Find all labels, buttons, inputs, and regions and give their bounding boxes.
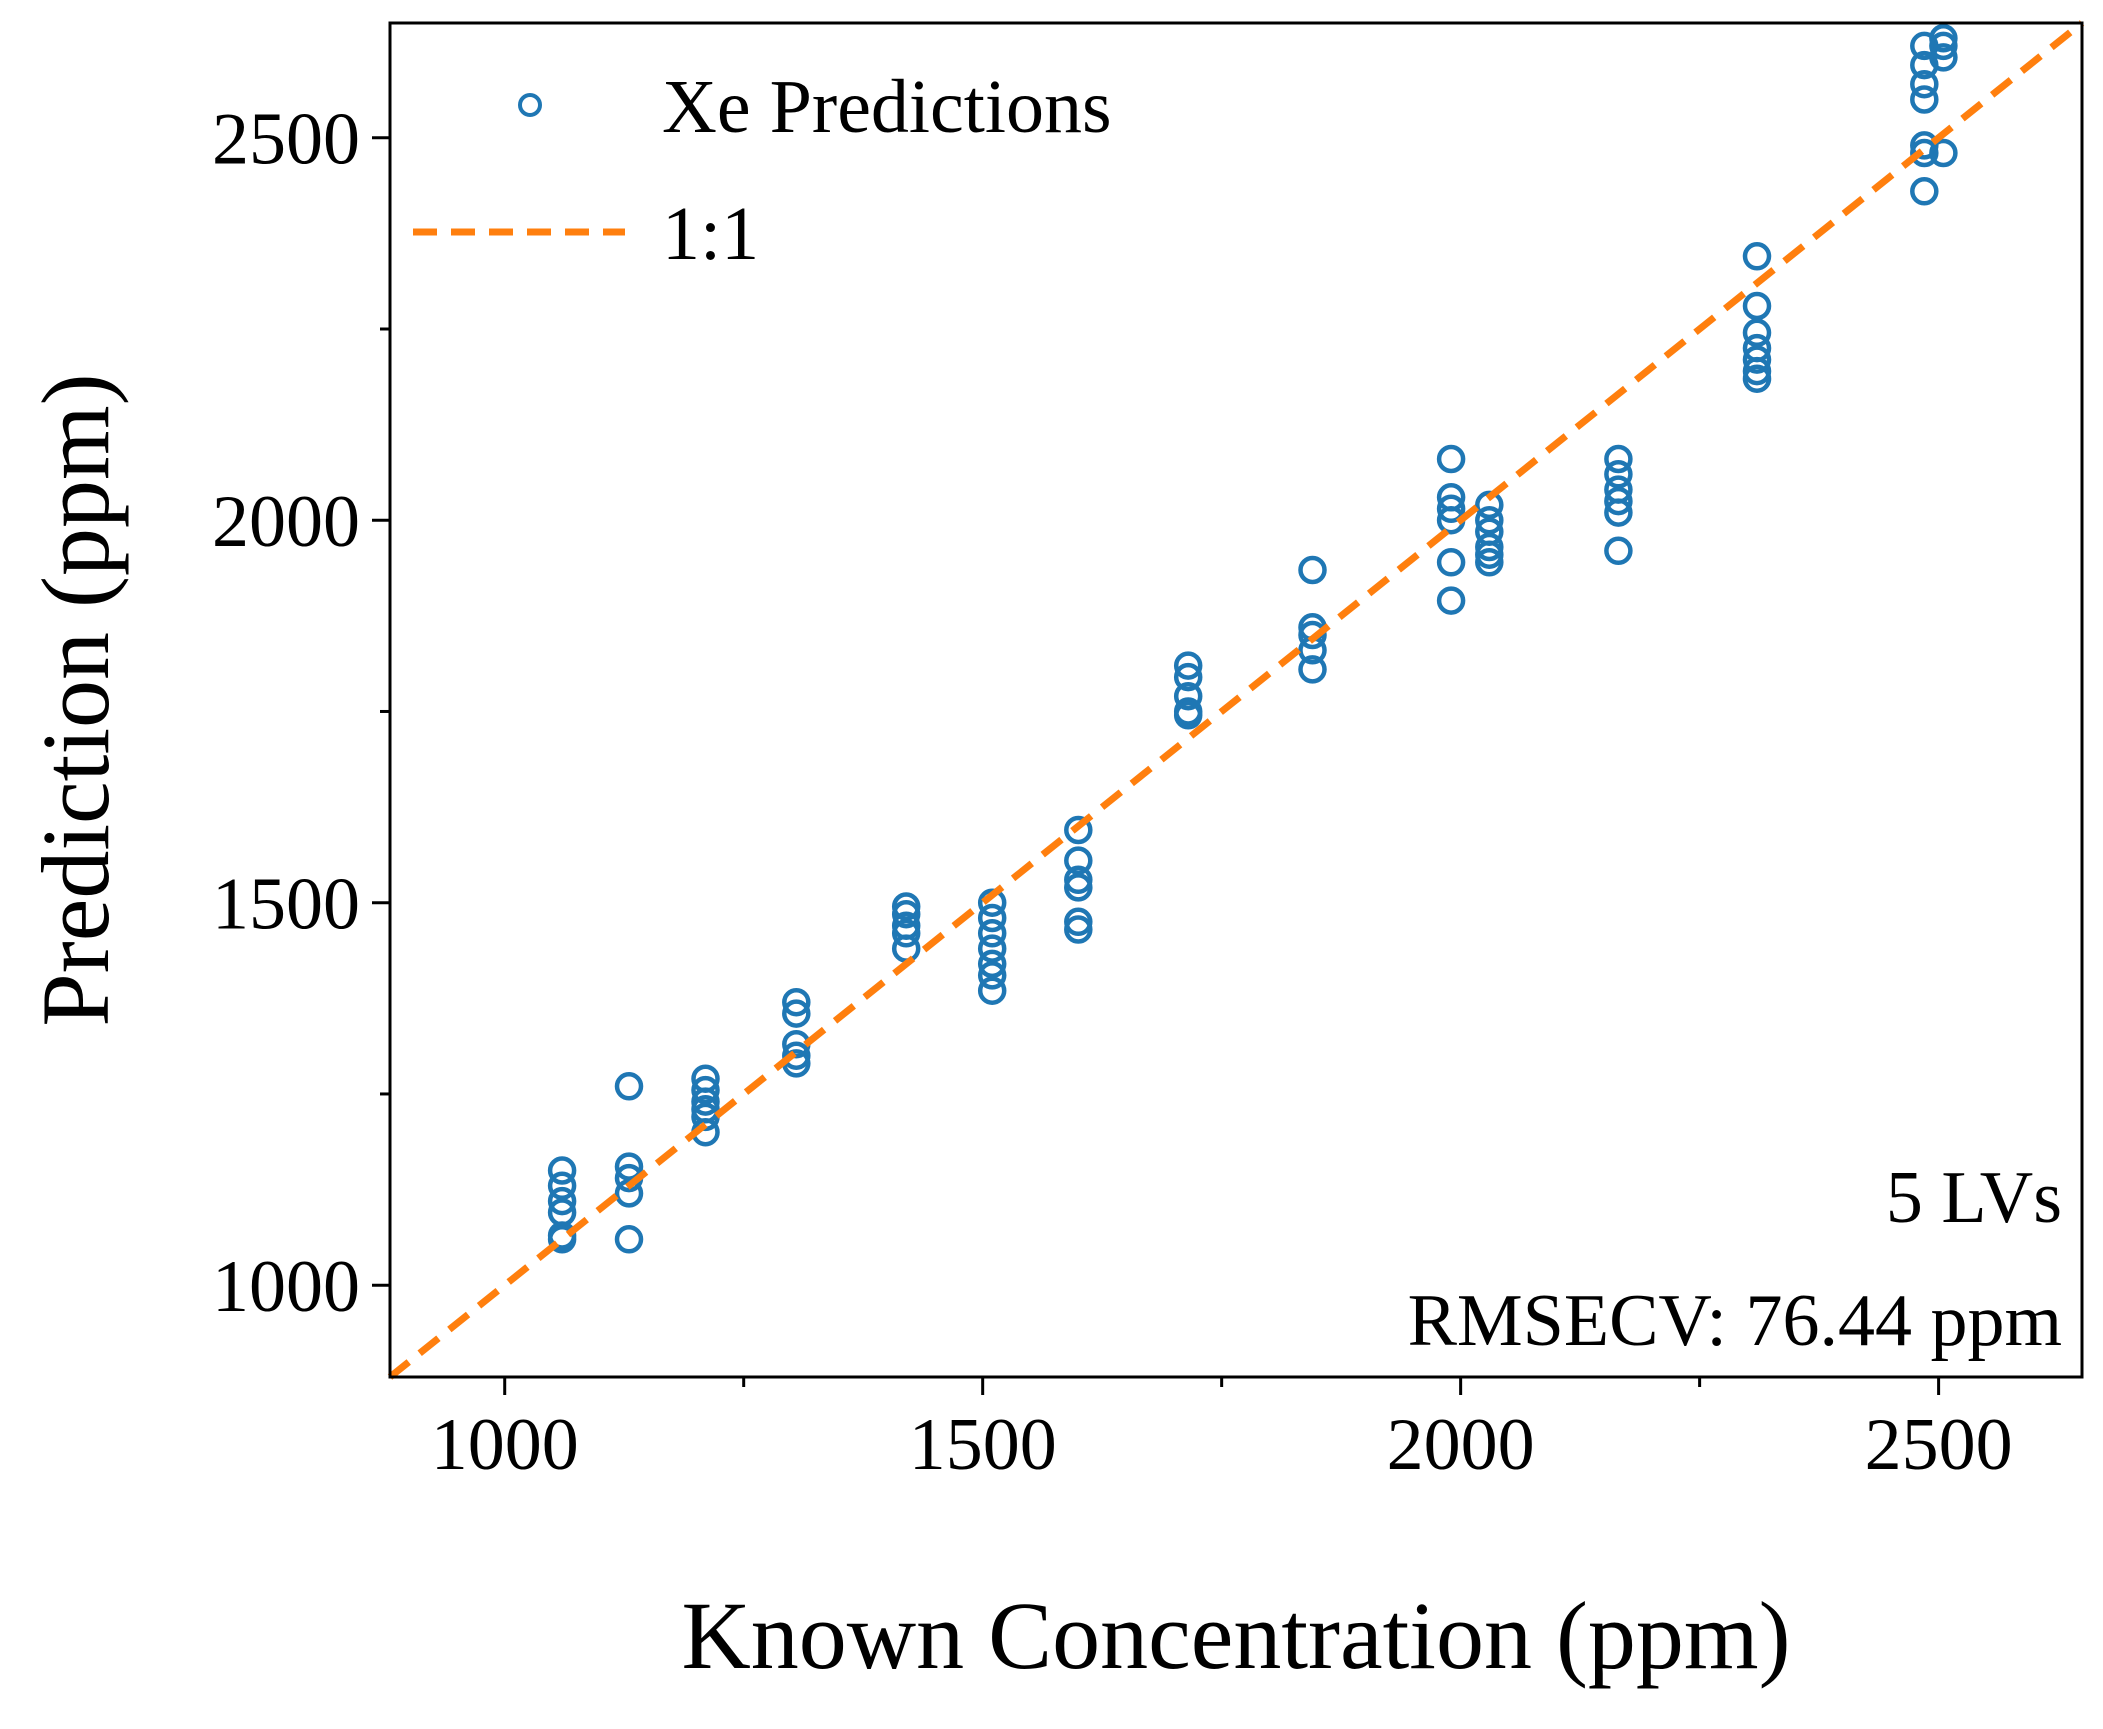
legend-label-1to1: 1:1	[662, 192, 759, 276]
data-point	[977, 976, 1007, 1005]
data-point	[1929, 138, 1958, 168]
x-tick-labels: 1000 1500 2000 2500	[431, 1404, 2013, 1486]
data-point	[1436, 548, 1466, 577]
legend-marker-xe-predictions	[518, 93, 542, 117]
y-tick-label: 2500	[212, 99, 360, 181]
axis-ticks	[372, 136, 1941, 1395]
data-point	[1910, 177, 1939, 206]
data-markers	[547, 24, 1958, 1254]
data-point	[1173, 681, 1203, 711]
data-point	[1929, 31, 1958, 61]
data-point	[1604, 444, 1633, 474]
data-point	[1298, 620, 1327, 650]
x-tick-label: 2500	[1865, 1404, 2013, 1486]
data-point	[614, 1225, 644, 1254]
legend-label-xe-predictions: Xe Predictions	[662, 65, 1112, 149]
data-point	[1173, 651, 1203, 680]
data-point	[1742, 242, 1772, 271]
data-point	[614, 1152, 644, 1181]
data-point	[1742, 318, 1772, 348]
data-point	[1929, 43, 1958, 72]
reference-line-group	[387, 20, 2085, 1380]
data-point	[782, 999, 811, 1028]
plot-frame	[388, 21, 2084, 1379]
data-point	[1436, 444, 1466, 474]
data-point	[1475, 548, 1504, 577]
data-point	[977, 919, 1007, 948]
data-point	[1064, 873, 1093, 902]
data-point	[1742, 345, 1772, 374]
data-point	[1910, 138, 1939, 168]
data-point	[1298, 655, 1327, 684]
data-point	[1436, 586, 1466, 615]
data-point	[1436, 494, 1466, 524]
data-point	[547, 1186, 577, 1216]
data-point	[891, 919, 921, 948]
data-point	[691, 1075, 720, 1105]
data-point	[1064, 915, 1093, 944]
data-point	[977, 949, 1007, 979]
y-tick-label: 2000	[212, 481, 360, 563]
data-point	[1298, 555, 1327, 585]
data-point	[1910, 85, 1939, 114]
y-tick-label: 1000	[212, 1246, 360, 1328]
data-point	[1910, 69, 1939, 99]
data-point	[547, 1225, 577, 1254]
data-point	[782, 1041, 811, 1070]
data-point	[891, 892, 921, 921]
data-point	[1742, 291, 1772, 321]
y-axis-title: Prediction (ppm)	[22, 373, 129, 1026]
x-tick-label: 1500	[909, 1404, 1057, 1486]
data-point	[1742, 364, 1772, 393]
data-point	[891, 934, 921, 963]
data-point	[547, 1171, 577, 1201]
data-point	[1475, 505, 1504, 535]
data-point	[977, 934, 1007, 963]
y-tick-labels: 1000 1500 2000 2500	[212, 99, 360, 1328]
reference-line-1to1	[387, 20, 2085, 1380]
data-point	[782, 987, 811, 1017]
annotation-latent-variables: 5 LVs	[1886, 1157, 2062, 1239]
data-point	[1173, 701, 1203, 730]
data-point	[977, 961, 1007, 990]
data-point	[1173, 662, 1203, 692]
x-tick-label: 1000	[431, 1404, 579, 1486]
y-tick-label: 1500	[212, 864, 360, 946]
x-tick-label: 2000	[1387, 1404, 1535, 1486]
annotation-rmsecv: RMSECV: 76.44 ppm	[1408, 1280, 2062, 1362]
data-point	[1064, 815, 1093, 845]
data-point	[1604, 498, 1633, 527]
data-point	[1064, 907, 1093, 937]
data-point	[1064, 846, 1093, 875]
data-point	[547, 1156, 577, 1185]
x-axis-title: Known Concentration (ppm)	[681, 1582, 1790, 1689]
legend: Xe Predictions 1:1	[413, 65, 1112, 276]
data-point	[691, 1087, 720, 1116]
data-point	[1475, 532, 1504, 562]
data-point	[891, 899, 921, 929]
data-point	[614, 1072, 644, 1101]
data-point	[1604, 536, 1633, 566]
data-point	[1604, 460, 1633, 489]
data-point	[1604, 486, 1633, 516]
data-point	[977, 903, 1007, 933]
